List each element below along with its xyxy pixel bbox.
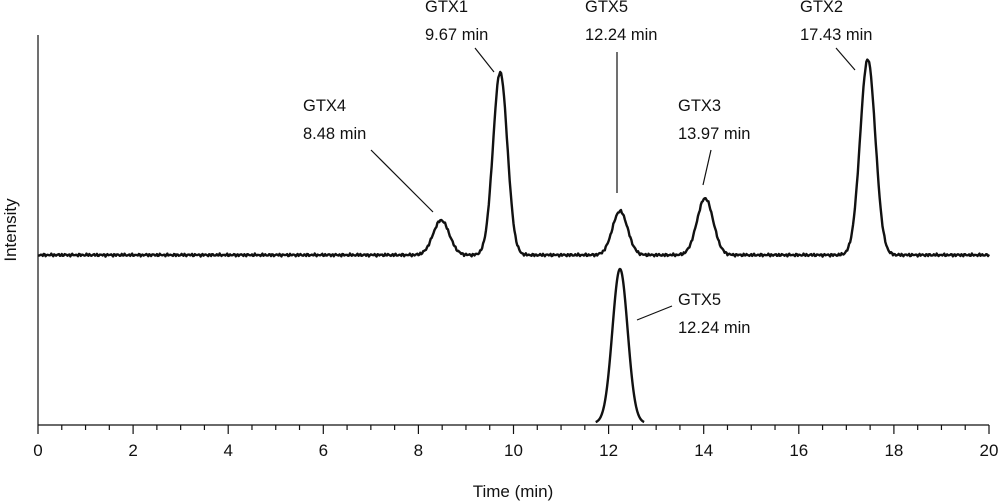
gtx5-trace <box>594 267 645 424</box>
peak-time-label: 12.24 min <box>585 26 657 44</box>
peak-annotations: GTX4 8.48 min GTX1 9.67 min GTX5 12.24 min GTX… <box>303 0 872 337</box>
peak-leader-line <box>636 305 673 321</box>
x-tick-label: 14 <box>694 441 713 460</box>
peak-name-label: GTX2 <box>800 0 843 16</box>
traces <box>37 58 991 424</box>
x-tick-label: 20 <box>980 441 999 460</box>
peak-leader-line <box>835 47 856 71</box>
x-tick-label: 0 <box>33 441 42 460</box>
x-tick-label: 10 <box>504 441 523 460</box>
peak-leader-line <box>370 149 434 213</box>
peak-leader-line <box>702 149 712 186</box>
x-tick-label: 4 <box>223 441 232 460</box>
x-axis-tick-labels: 0 2 4 6 8 10 12 14 16 18 20 <box>33 441 998 460</box>
x-axis-title: Time (min) <box>473 482 554 501</box>
peak-time-label: 12.24 min <box>678 319 750 337</box>
peak-name-label: GTX3 <box>678 97 721 115</box>
peak-time-label: 17.43 min <box>800 26 872 44</box>
x-tick-label: 18 <box>884 441 903 460</box>
x-tick-label: 12 <box>599 441 618 460</box>
standard-mix-trace <box>37 58 991 258</box>
x-axis-ticks <box>37 425 990 434</box>
x-tick-label: 16 <box>789 441 808 460</box>
peak-leader-line <box>474 47 495 73</box>
peak-time-label: 8.48 min <box>303 125 366 143</box>
peak-name-label: GTX5 <box>678 291 721 309</box>
x-tick-label: 6 <box>319 441 328 460</box>
x-tick-label: 2 <box>128 441 137 460</box>
peak-name-label: GTX4 <box>303 97 346 115</box>
y-axis-title: Intensity <box>1 198 20 262</box>
peak-name-label: GTX5 <box>585 0 628 16</box>
peak-time-label: 13.97 min <box>678 125 750 143</box>
x-tick-label: 8 <box>414 441 423 460</box>
peak-time-label: 9.67 min <box>425 26 488 44</box>
peak-name-label: GTX1 <box>425 0 468 16</box>
